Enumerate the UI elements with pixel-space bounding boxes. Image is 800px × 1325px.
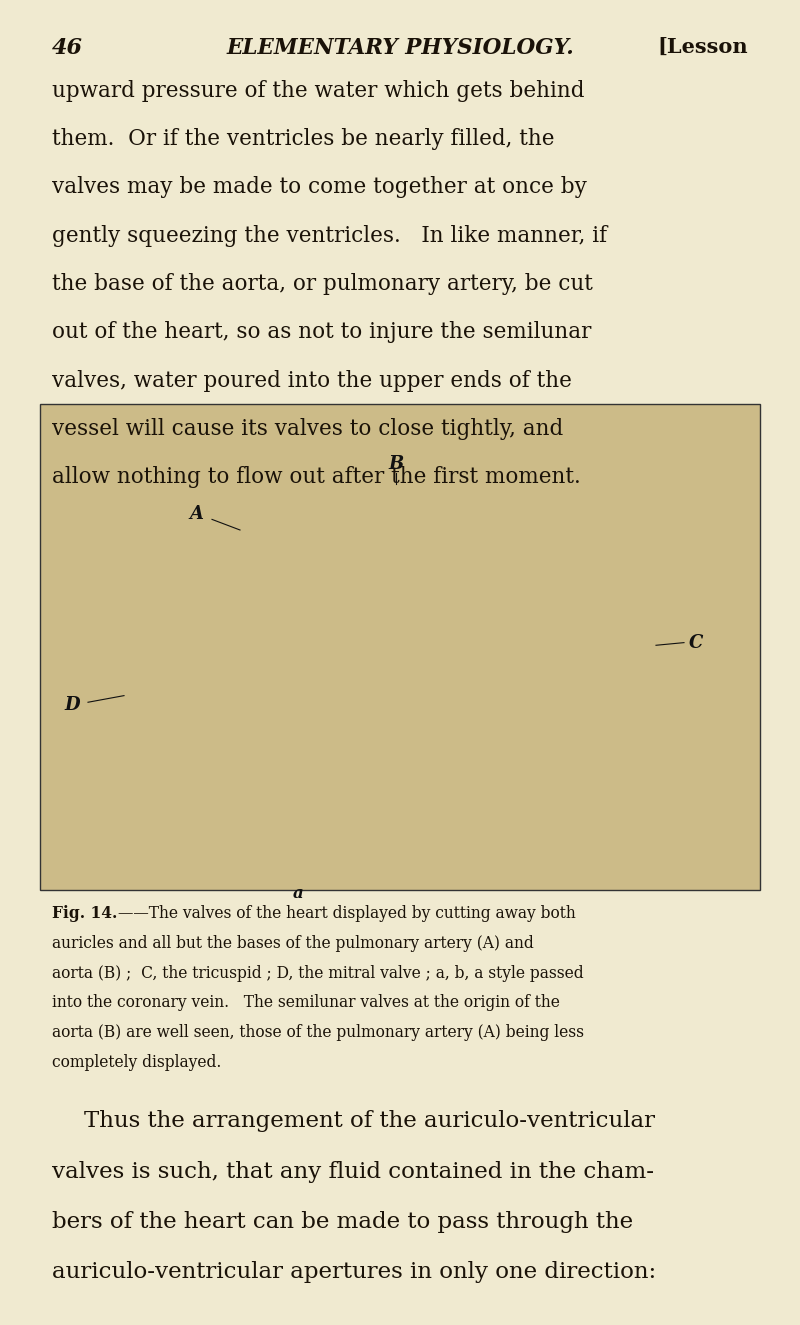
Text: upward pressure of the water which gets behind: upward pressure of the water which gets … xyxy=(52,80,585,102)
Text: bers of the heart can be made to pass through the: bers of the heart can be made to pass th… xyxy=(52,1211,633,1234)
Text: them.  Or if the ventricles be nearly filled, the: them. Or if the ventricles be nearly fil… xyxy=(52,129,554,150)
Text: into the coronary vein.   The semilunar valves at the origin of the: into the coronary vein. The semilunar va… xyxy=(52,994,560,1011)
Text: B: B xyxy=(388,454,404,473)
Text: out of the heart, so as not to injure the semilunar: out of the heart, so as not to injure th… xyxy=(52,322,591,343)
Text: completely displayed.: completely displayed. xyxy=(52,1055,222,1071)
Text: Fig. 14.: Fig. 14. xyxy=(52,905,118,922)
Text: aorta (B) are well seen, those of the pulmonary artery (A) being less: aorta (B) are well seen, those of the pu… xyxy=(52,1024,584,1041)
Text: ELEMENTARY PHYSIOLOGY.: ELEMENTARY PHYSIOLOGY. xyxy=(226,37,574,60)
Text: gently squeezing the ventricles.   In like manner, if: gently squeezing the ventricles. In like… xyxy=(52,225,607,246)
Text: auriculo-ventricular apertures in only one direction:: auriculo-ventricular apertures in only o… xyxy=(52,1261,656,1284)
Text: C: C xyxy=(689,633,703,652)
Bar xyxy=(40,404,760,890)
Text: ——The valves of the heart displayed by cutting away both: ——The valves of the heart displayed by c… xyxy=(118,905,576,922)
Text: valves, water poured into the upper ends of the: valves, water poured into the upper ends… xyxy=(52,370,572,392)
Text: a: a xyxy=(293,885,304,902)
Text: A: A xyxy=(189,505,203,523)
Text: D: D xyxy=(64,696,80,714)
Text: [Lesson: [Lesson xyxy=(658,37,748,57)
Text: Thus the arrangement of the auriculo-ventricular: Thus the arrangement of the auriculo-ven… xyxy=(84,1110,655,1133)
Text: valves may be made to come together at once by: valves may be made to come together at o… xyxy=(52,176,587,199)
Text: vessel will cause its valves to close tightly, and: vessel will cause its valves to close ti… xyxy=(52,419,563,440)
Text: valves is such, that any fluid contained in the cham-: valves is such, that any fluid contained… xyxy=(52,1161,654,1183)
Text: the base of the aorta, or pulmonary artery, be cut: the base of the aorta, or pulmonary arte… xyxy=(52,273,593,295)
Text: auricles and all but the bases of the pulmonary artery (A) and: auricles and all but the bases of the pu… xyxy=(52,935,534,951)
Text: 46: 46 xyxy=(52,37,83,60)
Text: aorta (B) ;  C, the tricuspid ; D, the mitral valve ; a, b, a style passed: aorta (B) ; C, the tricuspid ; D, the mi… xyxy=(52,965,584,982)
Text: allow nothing to flow out after the first moment.: allow nothing to flow out after the firs… xyxy=(52,466,581,489)
